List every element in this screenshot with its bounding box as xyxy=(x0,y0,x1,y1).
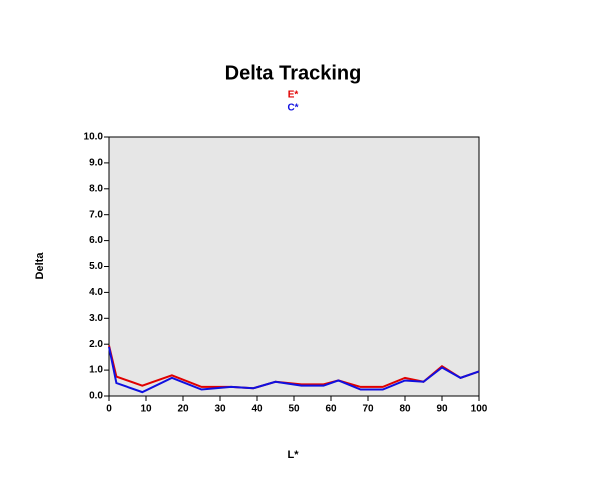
series-line xyxy=(108,346,480,394)
x-tick-label: 90 xyxy=(436,404,448,415)
legend-label: E* xyxy=(288,90,299,101)
x-tick-label: 0 xyxy=(106,404,112,415)
plot-area xyxy=(109,137,479,396)
legend-label: C* xyxy=(287,103,298,114)
x-tick-label: 10 xyxy=(140,404,152,415)
y-tick-label: 8.0 xyxy=(89,183,103,194)
y-tick-label: 4.0 xyxy=(89,287,103,298)
y-tick-label: 6.0 xyxy=(89,235,103,246)
y-axis-label: Delta xyxy=(34,252,46,280)
y-tick-label: 7.0 xyxy=(89,209,103,220)
x-tick-label: 30 xyxy=(214,404,226,415)
x-tick-label: 20 xyxy=(177,404,189,415)
y-tick-label: 5.0 xyxy=(89,261,103,272)
x-axis-label: L* xyxy=(288,449,300,461)
y-tick-label: 0.0 xyxy=(89,391,103,402)
x-tick-label: 100 xyxy=(471,404,488,415)
plot-border xyxy=(108,136,480,397)
x-tick-label: 40 xyxy=(251,404,263,415)
y-tick-label: 10.0 xyxy=(84,132,104,143)
chart-title: Delta Tracking xyxy=(225,62,362,84)
y-tick-label: 1.0 xyxy=(89,365,103,376)
y-tick-label: 9.0 xyxy=(89,158,103,169)
x-tick-label: 70 xyxy=(362,404,374,415)
y-tick-label: 3.0 xyxy=(89,313,103,324)
y-tick-label: 2.0 xyxy=(89,339,103,350)
x-tick-label: 80 xyxy=(399,404,411,415)
x-tick-label: 50 xyxy=(288,404,300,415)
x-tick-label: 60 xyxy=(325,404,337,415)
